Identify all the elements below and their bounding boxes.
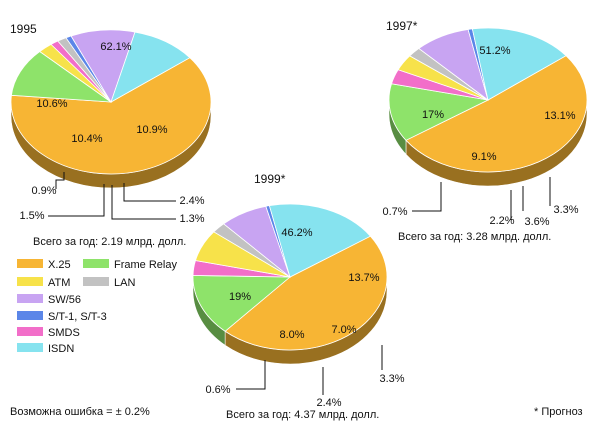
pie-1995 [10,29,212,189]
slice-x-25 [10,57,212,175]
slice-x-25 [224,235,388,351]
chart-1997-label-isdn: 17% [422,109,444,121]
chart-1999-label-sw56: 8.0% [279,329,304,341]
chart-1995: 1995 62.1% 10.9% 2.4% 1.3% 1.5% 0.9% 10.… [10,22,212,248]
chart-1995-leader-lines [48,172,176,220]
legend-label-x25: X.25 [48,259,71,271]
chart-1995-label-lan: 1.5% [19,210,44,222]
pie-1997 [388,27,588,187]
chart-1997-label-st1: 0.7% [382,206,407,218]
chart-1995-label-sw56: 10.4% [71,133,102,145]
chart-1995-title: 1995 [10,22,37,36]
legend-swatch-isdn [17,343,43,352]
chart-1995-label-atm: 2.4% [179,195,204,207]
chart-1995-label-frame-relay: 10.9% [136,124,167,136]
slice-isdn [110,31,191,103]
chart-1995-label-smds: 1.3% [179,213,204,225]
legend-swatch-sw56 [17,294,43,303]
legend-swatch-st1 [17,311,43,320]
slice-isdn [471,27,567,101]
chart-1997-total: Всего за год: 3.28 млрд. долл. [398,231,551,243]
slice-frame-relay [388,83,490,141]
chart-1997-label-x25: 51.2% [479,45,510,57]
chart-1999-label-x25: 46.2% [281,227,312,239]
legend-label-smds: SMDS [48,327,80,339]
chart-1997-label-sw56: 9.1% [471,151,496,163]
legend-swatch-atm [17,277,43,286]
chart-1997-leader-lines [412,177,551,220]
chart-1997: 1997* 51.2% 13.1% 3.3% 3.6% 2.2% 9.1% 0.… [382,19,588,243]
legend-label-atm: ATM [48,277,70,289]
legend-label-sw56: SW/56 [48,294,81,306]
chart-1999-leader-lines [236,345,383,395]
chart-1995-label-x25: 62.1% [100,41,131,53]
pie-1999 [192,203,388,365]
chart-1997-title: 1997* [386,19,418,33]
legend: X.25 Frame Relay ATM LAN SW/56 S/T-1, S/… [17,259,177,355]
legend-label-isdn: ISDN [48,343,74,355]
slice-isdn [268,203,372,278]
footnote-forecast: * Прогноз [534,406,583,418]
chart-1995-label-isdn: 10.6% [36,98,67,110]
chart-1999-label-st1: 0.6% [205,384,230,396]
chart-1999: 1999* 46.2% 13.7% 3.3% 7.0% 2.4% 8.0% 0.… [192,172,405,421]
chart-1995-label-st1: 0.9% [31,185,56,197]
chart-1997-label-lan: 2.2% [489,215,514,227]
slice-frame-relay [10,51,113,103]
chart-1997-label-atm: 3.6% [524,216,549,228]
chart-1999-label-isdn: 19% [229,291,251,303]
chart-1999-label-smds: 3.3% [379,373,404,385]
legend-swatch-smds [17,327,43,336]
chart-1999-label-lan: 2.4% [316,397,341,409]
chart-1999-total: Всего за год: 4.37 млрд. долл. [226,409,379,421]
slice-x-25 [405,55,588,173]
slice-frame-relay [192,275,292,332]
chart-1995-total: Всего за год: 2.19 млрд. долл. [33,236,186,248]
legend-swatch-x25 [17,259,43,268]
chart-1999-label-frame-relay: 13.7% [348,272,379,284]
chart-1997-label-smds: 3.3% [553,204,578,216]
legend-label-frame-relay: Frame Relay [114,259,177,271]
legend-label-st1: S/T-1, S/T-3 [48,311,107,323]
legend-label-lan: LAN [114,277,135,289]
footnote-error: Возможна ошибка = ± 0.2% [10,406,150,418]
chart-1997-label-frame-relay: 13.1% [544,110,575,122]
legend-swatch-lan [83,277,109,286]
legend-swatch-frame-relay [83,259,109,268]
chart-1999-title: 1999* [254,172,286,186]
chart-1999-label-atm: 7.0% [331,324,356,336]
